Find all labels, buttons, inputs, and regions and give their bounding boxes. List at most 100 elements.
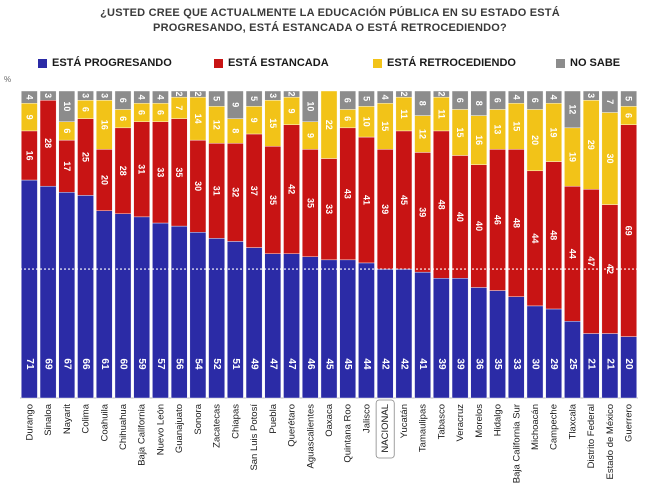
legend-item-estancada: ESTÁ ESTANCADA (214, 57, 329, 69)
bar-segment-progresando (489, 290, 506, 399)
chart-title-line1: ¿USTED CREE QUE ACTUALMENTE LA EDUCACIÓN… (100, 7, 560, 19)
data-label: 19 (549, 127, 559, 137)
data-label: 48 (549, 230, 559, 240)
data-label: 5 (249, 96, 259, 101)
data-label: 9 (24, 115, 34, 120)
x-tick-label: Sinaloa (43, 403, 54, 435)
legend-swatch-retrocediendo (373, 58, 382, 68)
data-label: 2 (193, 92, 203, 97)
data-label: 6 (62, 128, 72, 133)
bar-segment-no-sabe (451, 90, 469, 110)
x-tick-label: Hidalgo (493, 404, 504, 436)
data-label: 3 (43, 93, 53, 98)
data-label: 10 (62, 101, 72, 111)
data-label: 8 (418, 101, 428, 106)
x-tick-label: Guanajuato (174, 404, 185, 453)
data-label: 69 (624, 226, 634, 236)
data-label: 45 (399, 195, 409, 205)
x-tick-label: Sonora (193, 403, 204, 434)
data-label: 48 (511, 218, 521, 228)
nacional-highlight-box (375, 399, 395, 459)
data-label: 61 (99, 358, 110, 370)
bar-segment-progresando (114, 213, 132, 399)
data-label: 9 (305, 133, 315, 138)
data-label: 2 (399, 92, 409, 97)
data-label: 11 (436, 109, 446, 119)
data-label: 60 (118, 358, 129, 370)
x-tick-label: NACIONAL (380, 404, 391, 453)
data-label: 19 (567, 152, 577, 162)
data-label: 37 (249, 186, 259, 196)
x-tick-label: Morelos (474, 404, 485, 438)
bar-segment-no-sabe (170, 90, 188, 98)
bar-segment-no-sabe (152, 90, 169, 104)
data-label: 5 (361, 96, 371, 101)
bar-segment-no-sabe (114, 90, 132, 110)
data-label: 44 (361, 358, 372, 370)
data-label: 6 (343, 98, 353, 103)
x-tick-label: Quintana Roo (343, 404, 354, 463)
bar-segment-no-sabe (376, 90, 394, 104)
data-label: 33 (511, 358, 522, 370)
data-label: 12 (212, 120, 222, 130)
data-label: 43 (343, 189, 353, 199)
data-label: 2 (174, 92, 184, 97)
data-label: 39 (455, 358, 466, 370)
bar-segment-no-sabe (358, 90, 375, 107)
data-label: 9 (287, 108, 297, 113)
x-tick-label: Querétaro (287, 404, 298, 447)
data-label: 3 (586, 93, 596, 98)
data-label: 7 (174, 105, 184, 110)
data-label: 40 (455, 212, 465, 222)
chart-title: ¿USTED CREE QUE ACTUALMENTE LA EDUCACIÓN… (60, 6, 600, 36)
data-label: 48 (436, 200, 446, 210)
x-tick-label: Colima (81, 403, 92, 433)
data-label: 39 (436, 358, 447, 370)
data-label: 41 (361, 195, 371, 205)
bar-segment-progresando (526, 305, 544, 399)
data-label: 6 (493, 98, 503, 103)
y-axis-unit: % (4, 75, 12, 84)
legend-label-retrocediendo: ESTÁ RETROCEDIENDO (387, 57, 516, 69)
data-label: 12 (418, 129, 428, 139)
x-tick-label: Veracruz (455, 404, 466, 442)
x-tick-label: Distrito Federal (586, 404, 597, 468)
bar-segment-progresando (96, 210, 113, 399)
data-label: 4 (24, 95, 34, 100)
data-label: 5 (212, 96, 222, 101)
data-label: 35 (305, 198, 315, 208)
data-label: 6 (155, 110, 165, 115)
data-label: 47 (586, 256, 596, 266)
bar-segment-no-sabe (208, 90, 225, 107)
bar-segment-no-sabe (39, 90, 57, 101)
bar-segment-no-sabe (264, 90, 282, 101)
data-label: 21 (586, 358, 597, 370)
x-tick-label: Jalisco (361, 404, 372, 433)
data-label: 31 (212, 186, 222, 196)
data-label: 6 (118, 116, 128, 121)
bar-segment-no-sabe (601, 90, 619, 113)
data-label: 11 (399, 109, 409, 119)
data-label: 52 (211, 358, 222, 370)
bar-segment-no-sabe (227, 90, 244, 119)
bar-segment-progresando (264, 253, 282, 399)
data-label: 8 (230, 128, 240, 133)
bar-segment-no-sabe (470, 90, 488, 116)
data-label: 4 (511, 95, 521, 100)
legend-swatch-progresando (38, 58, 47, 68)
chart-title-line2: PROGRESANDO, ESTÁ ESTANCADA O ESTÁ RETRO… (153, 22, 507, 34)
data-label: 35 (174, 167, 184, 177)
data-label: 16 (99, 120, 109, 130)
data-label: 20 (530, 135, 540, 145)
x-tick-label: Nayarit (62, 404, 73, 434)
data-label: 6 (118, 98, 128, 103)
data-label: 30 (605, 154, 615, 164)
data-label: 3 (268, 93, 278, 98)
data-label: 39 (380, 204, 390, 214)
data-label: 9 (230, 102, 240, 107)
x-tick-label: Guerrero (624, 404, 635, 442)
data-label: 6 (455, 98, 465, 103)
data-label: 3 (81, 93, 91, 98)
bar-segment-no-sabe (582, 90, 600, 101)
x-tick-label: Tamaulipas (418, 404, 429, 452)
